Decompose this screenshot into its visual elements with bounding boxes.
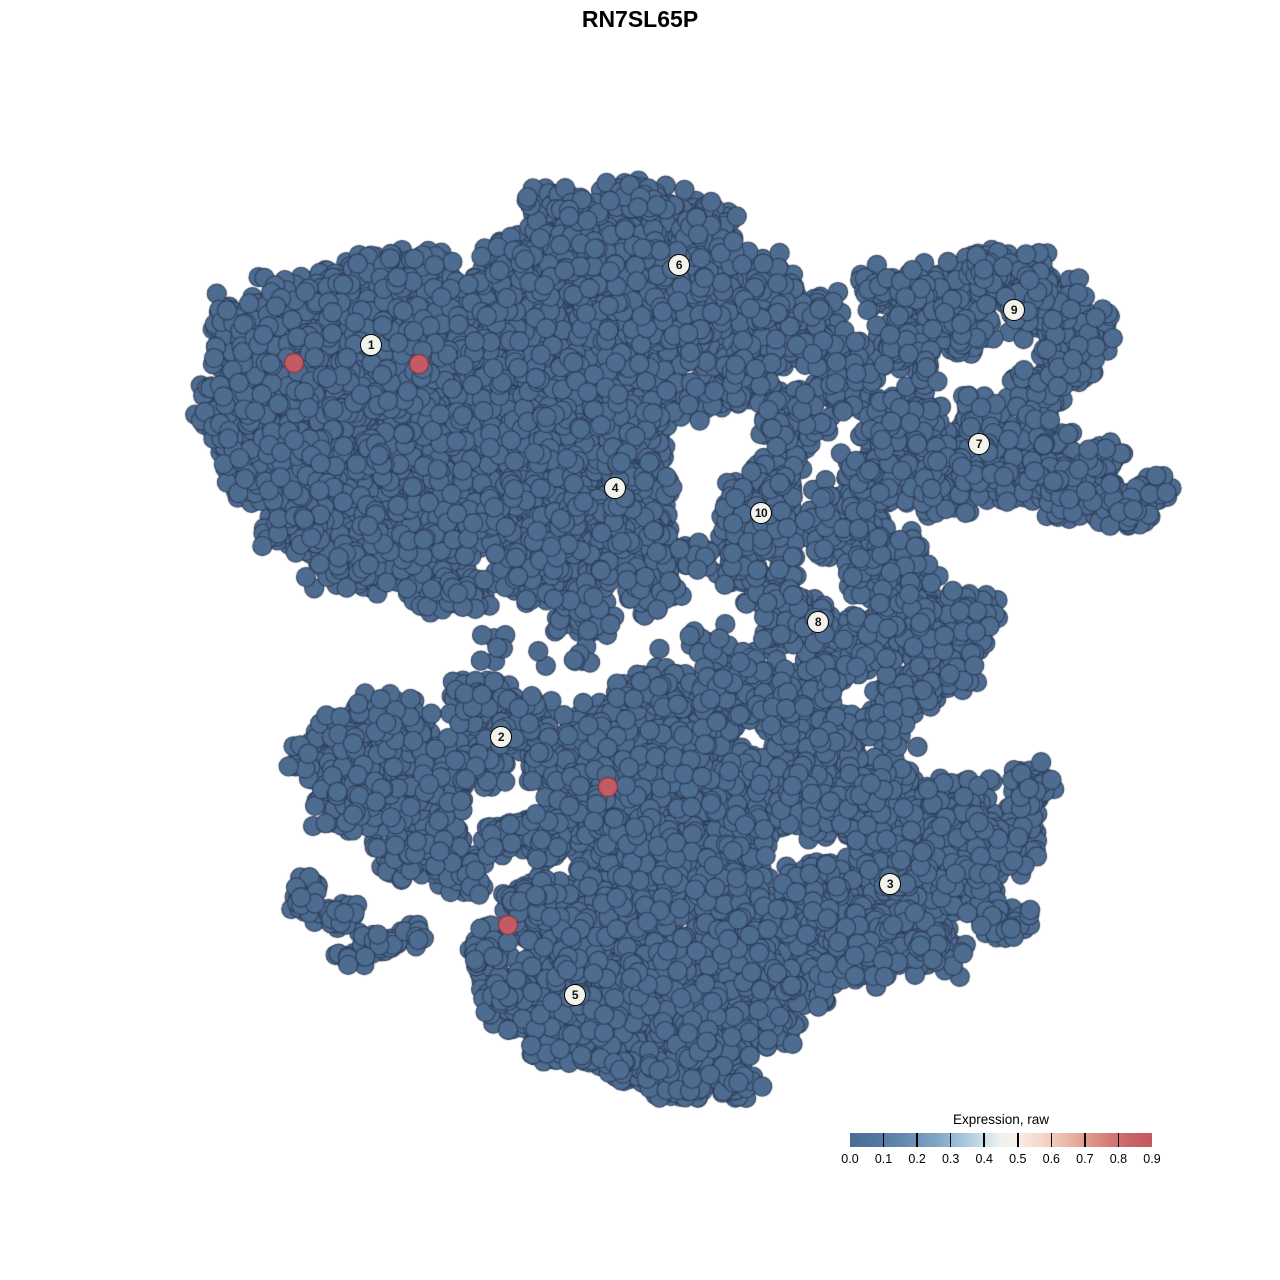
legend-tick-line [1117, 1133, 1120, 1147]
legend-tick-label: 0.3 [941, 1152, 960, 1166]
legend-tick-line [983, 1133, 985, 1147]
legend-tick-label: 0.8 [1109, 1152, 1128, 1166]
cluster-label-10: 10 [750, 502, 772, 524]
cluster-label-5: 5 [564, 984, 586, 1006]
legend-tick-label: 0.0 [841, 1152, 859, 1166]
cluster-label-7: 7 [968, 433, 990, 455]
cluster-label-2: 2 [490, 726, 512, 748]
legend-tick-line [1084, 1133, 1086, 1147]
legend-tick-line [882, 1133, 885, 1147]
expression-legend: Expression, raw 0.0 0.1 0.2 0.3 0.4 0.5 0.6 0.7… [841, 1112, 1160, 1166]
legend-tick-label: 0.5 [1009, 1152, 1027, 1166]
legend-tick-label: 0.9 [1143, 1152, 1161, 1166]
cluster-label-4: 4 [604, 477, 626, 499]
legend-tick-line [916, 1133, 918, 1147]
cluster-label-6: 6 [668, 254, 690, 276]
legend-tick-line [949, 1133, 952, 1147]
cluster-label-8: 8 [807, 611, 829, 633]
legend-colorbar [850, 1133, 1152, 1147]
legend-tick-label: 0.2 [908, 1152, 926, 1166]
cluster-label-1: 1 [360, 334, 382, 356]
legend-tick-line [1017, 1133, 1019, 1147]
cluster-label-3: 3 [879, 873, 901, 895]
cluster-label-9: 9 [1003, 299, 1025, 321]
legend-tick-label: 0.1 [874, 1152, 893, 1166]
legend-tick-label: 0.4 [975, 1152, 993, 1166]
legend-tick-label: 0.7 [1076, 1152, 1094, 1166]
legend-title: Expression, raw [952, 1112, 1050, 1127]
legend-tick-line [1050, 1133, 1053, 1147]
legend-tick-label: 0.6 [1042, 1152, 1061, 1166]
